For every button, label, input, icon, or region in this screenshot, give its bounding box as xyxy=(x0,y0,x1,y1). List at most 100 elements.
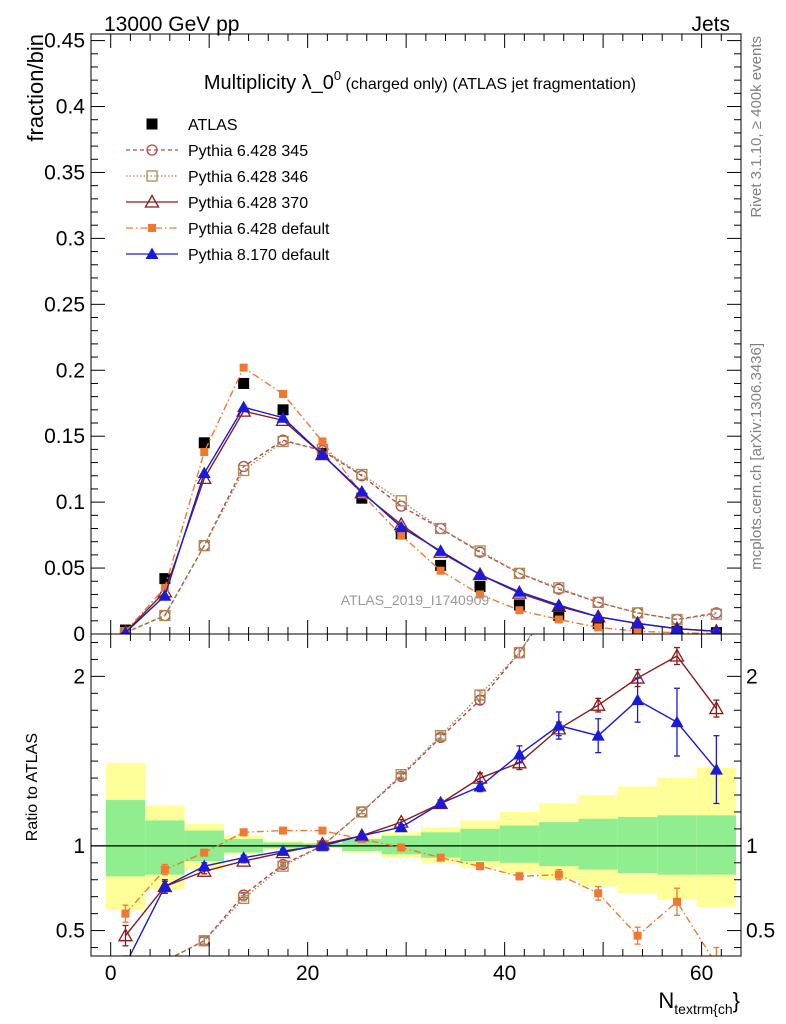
data-point-pythia-8-170-default xyxy=(394,520,408,533)
ratio-point-pythia-6-428-370 xyxy=(117,927,134,942)
data-point-pythia-8-170-default xyxy=(552,598,566,610)
ratio-point-pythia-8-170-default xyxy=(158,880,172,892)
ratio-xlabel-sub: textrm{ch xyxy=(674,1001,732,1017)
y-tick-label: 0.35 xyxy=(44,161,85,184)
ratio-y-tick-label: 1 xyxy=(73,835,85,858)
ratio-point-pythia-8-170-default xyxy=(512,747,526,760)
y-tick-label: 0 xyxy=(73,623,85,646)
data-point-pythia-8-170-default xyxy=(711,624,722,634)
legend-entry-atlas: ATLAS xyxy=(146,117,238,134)
ratio-point-pythia-6-428-default xyxy=(554,870,563,879)
ratio-point-pythia-6-428-346 xyxy=(434,730,447,742)
legend-entry-pythia-6-428-345: Pythia 6.428 345 xyxy=(126,143,308,160)
ratio-data-layer xyxy=(117,634,724,986)
data-point-pythia-6-428-default xyxy=(160,583,169,592)
ratio-point-pythia-8-170-default xyxy=(670,715,684,728)
ratio-point-pythia-6-428-370 xyxy=(708,700,724,715)
ratio-point-pythia-6-428-default xyxy=(476,862,485,871)
ratio-point-pythia-6-428-default xyxy=(436,853,445,862)
ratio-point-pythia-6-428-default xyxy=(633,931,642,940)
legend-entry-pythia-6-428-default: Pythia 6.428 default xyxy=(126,221,330,238)
main-title-superscript: 0 xyxy=(334,68,341,83)
data-point-pythia-6-428-346 xyxy=(474,545,486,557)
data-point-pythia-8-170-default xyxy=(197,466,211,479)
data-point-atlas xyxy=(474,581,486,593)
main-data-layer xyxy=(119,363,723,634)
data-point-pythia-8-170-default xyxy=(434,544,448,556)
ratio-point-pythia-6-428-345 xyxy=(162,955,168,956)
ratio-y-tick-label: 2 xyxy=(73,665,85,688)
ratio-point-pythia-6-428-346 xyxy=(120,976,130,986)
ratio-point-pythia-6-428-370 xyxy=(511,754,528,769)
legend-marker xyxy=(146,118,158,130)
ratio-point-pythia-8-170-default xyxy=(709,763,723,775)
ratio-point-pythia-6-428-346 xyxy=(474,689,486,701)
ratio-point-pythia-6-428-345 xyxy=(120,976,130,986)
ratio-y-tick-label-right: 2 xyxy=(746,665,758,688)
ratio-point-pythia-8-170-default xyxy=(237,851,251,863)
data-point-pythia-6-428-346 xyxy=(434,522,447,535)
x-tick-label: 20 xyxy=(296,962,319,985)
legend-marker xyxy=(148,224,156,232)
ratio-line-pythia-6-428-370 xyxy=(124,655,717,937)
ratio-point-pythia-8-170-default xyxy=(434,796,448,809)
y-tick-label: 0.45 xyxy=(44,30,85,53)
ratio-point-pythia-6-428-346 xyxy=(356,806,368,818)
legend-marker xyxy=(146,170,158,182)
ratio-point-pythia-6-428-346 xyxy=(159,955,171,956)
ratio-plot: 0.5 0.51 12 20 20 40 60 Ratio to ATLAS Ntextrm… xyxy=(24,633,775,1017)
series-line-pythia-8-170-default xyxy=(124,406,717,634)
uncertainty-band-green xyxy=(105,800,146,877)
ratio-bands xyxy=(91,762,741,911)
y-tick-label: 0.05 xyxy=(44,557,85,580)
ratio-point-pythia-8-170-default xyxy=(119,958,132,970)
main-plot: 0 0.05 0.1 0.15 0.2 0.25 0.3 0.35 0.4 0.45 Multip… xyxy=(23,30,742,646)
data-point-atlas xyxy=(198,437,210,449)
data-point-pythia-6-428-346 xyxy=(277,435,289,448)
uncertainty-band-green xyxy=(460,828,500,862)
legend-label: Pythia 8.170 default xyxy=(188,247,330,264)
ratio-point-pythia-6-428-default xyxy=(515,872,524,881)
legend-label: ATLAS xyxy=(188,117,238,134)
y-tick-label: 0.2 xyxy=(56,359,85,382)
ratio-point-pythia-6-428-default xyxy=(594,889,603,898)
ratio-point-pythia-8-170-default xyxy=(552,719,566,731)
ratio-point-pythia-8-170-default xyxy=(394,820,408,833)
ratio-point-pythia-8-170-default xyxy=(473,780,487,792)
series-line-pythia-6-428-default xyxy=(124,366,717,634)
legend-entry-pythia-6-428-346: Pythia 6.428 346 xyxy=(126,169,308,186)
ratio-point-pythia-8-170-default xyxy=(276,844,290,856)
data-point-atlas xyxy=(159,573,171,585)
data-point-pythia-8-170-default xyxy=(631,616,645,629)
data-point-pythia-8-170-default xyxy=(355,485,369,497)
legend-label: Pythia 6.428 345 xyxy=(188,143,308,160)
y-tick-label: 0.4 xyxy=(56,96,86,119)
ratio-point-pythia-6-428-default xyxy=(279,826,288,835)
data-point-pythia-6-428-346 xyxy=(395,495,407,507)
ratio-point-pythia-6-428-370 xyxy=(669,648,685,662)
ratio-point-pythia-6-428-default xyxy=(318,826,327,835)
ratio-point-pythia-6-428-346 xyxy=(277,860,289,872)
data-point-pythia-8-170-default xyxy=(315,448,329,460)
ratio-xlabel: Ntextrm{ch} xyxy=(658,988,740,1017)
data-point-atlas xyxy=(435,559,447,571)
rivet-label: Rivet 3.1.10, ≥ 400k events xyxy=(748,36,765,218)
data-point-pythia-8-170-default xyxy=(121,626,130,634)
data-point-pythia-8-170-default xyxy=(276,411,290,423)
ratio-point-pythia-6-428-default xyxy=(239,828,248,837)
data-point-pythia-8-170-default xyxy=(591,610,605,622)
legend: ATLAS Pythia 6.428 345 Pythia 6.428 346 Pyt… xyxy=(126,117,330,264)
data-point-pythia-6-428-346 xyxy=(513,567,526,579)
watermark: ATLAS_2019_I1740909 xyxy=(341,592,490,608)
series-line-pythia-6-428-346 xyxy=(125,440,717,634)
ratio-point-pythia-6-428-default xyxy=(397,843,406,852)
ratio-line-pythia-6-428-default xyxy=(124,829,712,956)
data-point-pythia-6-428-default xyxy=(436,566,445,575)
legend-entry-pythia-8-170-default: Pythia 8.170 default xyxy=(126,247,330,264)
ratio-y-tick-label: 0.5 xyxy=(56,920,85,943)
uncertainty-band-green xyxy=(617,817,658,873)
ratio-point-pythia-8-170-default xyxy=(631,693,645,706)
data-point-pythia-6-428-346 xyxy=(198,539,210,552)
ratio-point-pythia-6-428-default xyxy=(200,848,209,857)
main-axes: 0 0.05 0.1 0.15 0.2 0.25 0.3 0.35 0.4 0.45 xyxy=(44,30,741,646)
